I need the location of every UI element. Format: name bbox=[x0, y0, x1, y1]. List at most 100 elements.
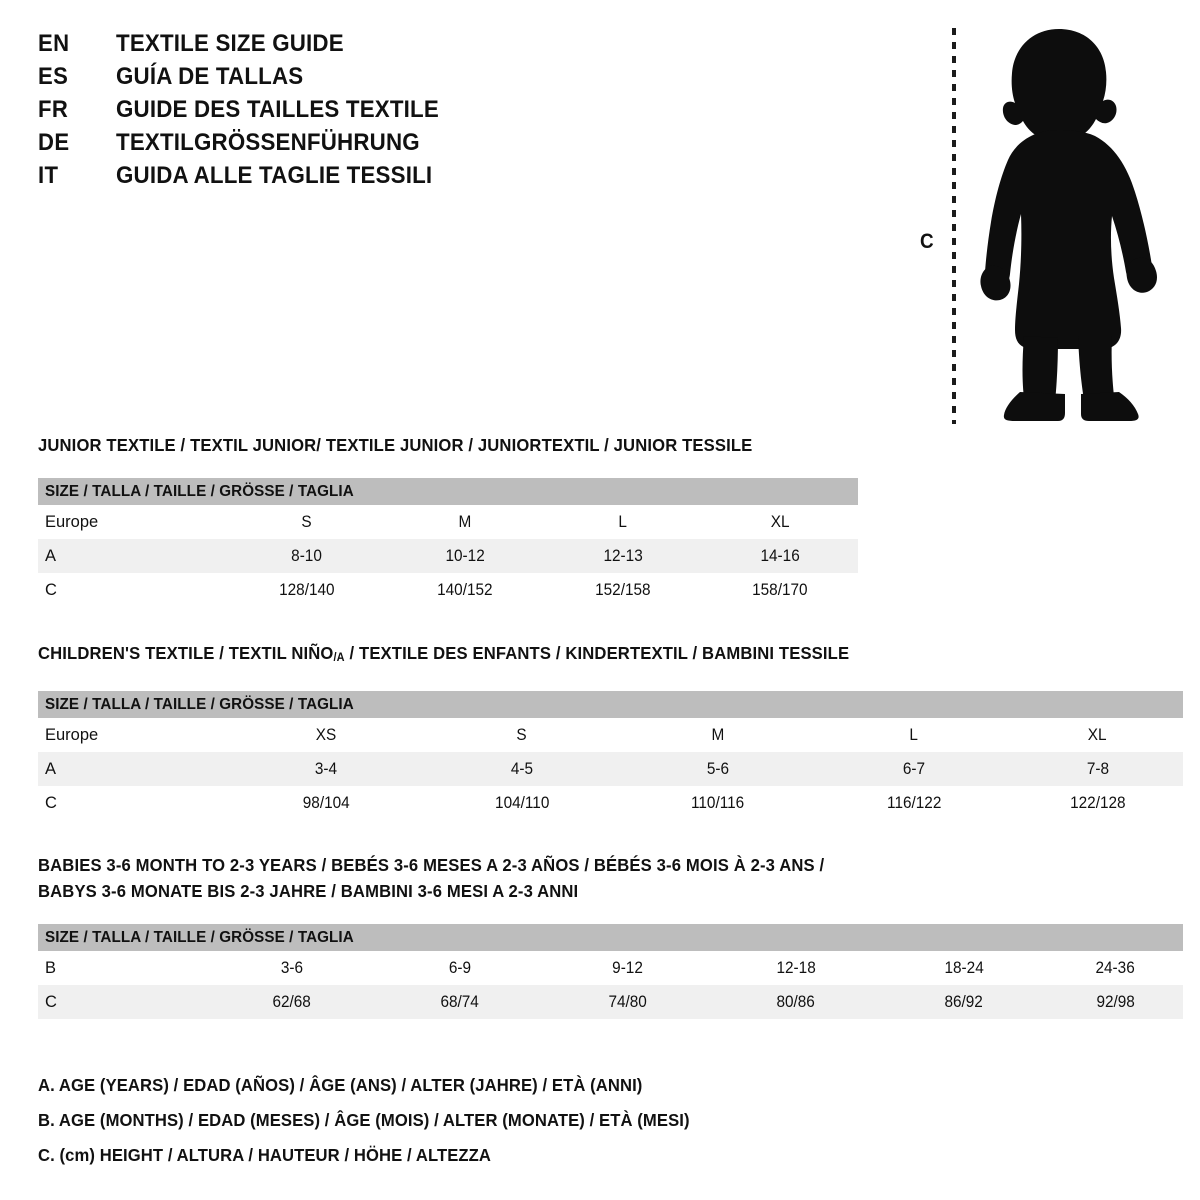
language-title-it: GUIDA ALLE TAGLIE TESSILI bbox=[116, 162, 433, 189]
babies-row-b-value-1: 6-9 bbox=[448, 958, 472, 977]
language-row-it: IT GUIDA ALLE TAGLIE TESSILI bbox=[38, 162, 638, 195]
babies-row-c-value-5: 92/98 bbox=[1096, 992, 1135, 1011]
babies-row-c-value-4: 86/92 bbox=[944, 992, 984, 1011]
children-size-table: Europe XS S M L XL A 3-4 4-5 5-6 6-7 7-8… bbox=[38, 718, 1183, 821]
babies-row-c-cell-1: 68/74 bbox=[376, 985, 544, 1019]
language-title-block: EN TEXTILE SIZE GUIDE ES GUÍA DE TALLAS … bbox=[38, 30, 638, 195]
babies-row-b-value-3: 12-18 bbox=[776, 958, 816, 977]
junior-size-s-text: S bbox=[301, 512, 313, 531]
children-size-m-text: M bbox=[711, 725, 725, 744]
children-row-c-value-4: 122/128 bbox=[1069, 793, 1126, 812]
language-title-es: GUÍA DE TALLAS bbox=[116, 63, 304, 90]
babies-row-c-cell-2: 74/80 bbox=[544, 985, 712, 1019]
junior-row-c-value-3: 158/170 bbox=[752, 580, 808, 599]
table-row: B 3-6 6-9 9-12 12-18 18-24 24-36 bbox=[38, 951, 1183, 985]
babies-row-b-label: B bbox=[38, 951, 208, 985]
junior-row-a-value-0: 8-10 bbox=[291, 546, 323, 565]
table-row: C 128/140 140/152 152/158 158/170 bbox=[38, 573, 858, 607]
children-heading-pre: CHILDREN'S TEXTILE / TEXTIL NIÑO bbox=[38, 643, 334, 663]
children-size-xl-text: XL bbox=[1088, 725, 1107, 744]
children-row-a-value-4: 7-8 bbox=[1086, 759, 1109, 778]
language-code-en: EN bbox=[38, 30, 70, 57]
junior-row-c-cell-1: 140/152 bbox=[386, 573, 544, 607]
junior-region-label: Europe bbox=[38, 505, 228, 539]
children-size-s-text: S bbox=[516, 725, 528, 744]
babies-section-heading-line1: BABIES 3-6 MONTH TO 2-3 YEARS / BEBÉS 3-… bbox=[38, 855, 825, 875]
junior-size-table: Europe S M L XL A 8-10 10-12 12-13 14-16… bbox=[38, 505, 858, 607]
babies-row-b-cell-4: 18-24 bbox=[880, 951, 1048, 985]
junior-row-a-value-2: 12-13 bbox=[603, 546, 643, 565]
babies-row-c-value-2: 74/80 bbox=[608, 992, 648, 1011]
babies-row-b-value-5: 24-36 bbox=[1095, 958, 1136, 977]
legend-line-b: B. AGE (MONTHS) / EDAD (MESES) / ÂGE (MO… bbox=[38, 1110, 690, 1130]
babies-row-b-value-2: 9-12 bbox=[612, 958, 644, 977]
children-row-a-value-3: 6-7 bbox=[902, 759, 926, 778]
children-row-c-value-0: 98/104 bbox=[302, 793, 350, 812]
language-code-it: IT bbox=[38, 162, 59, 189]
junior-row-c-cell-2: 152/158 bbox=[544, 573, 702, 607]
height-illustration: C bbox=[900, 12, 1190, 432]
height-label-c: C bbox=[920, 230, 934, 253]
children-row-a-value-2: 5-6 bbox=[706, 759, 730, 778]
junior-row-c-cell-0: 128/140 bbox=[228, 573, 386, 607]
language-row-es: ES GUÍA DE TALLAS bbox=[38, 63, 638, 96]
babies-row-c-value-0: 62/68 bbox=[272, 992, 312, 1011]
babies-row-c-cell-5: 92/98 bbox=[1048, 985, 1183, 1019]
children-row-a-value-0: 3-4 bbox=[314, 759, 338, 778]
children-row-c-value-2: 110/116 bbox=[691, 793, 745, 812]
junior-size-band-label: SIZE / TALLA / TAILLE / GRÖSSE / TAGLIA bbox=[45, 483, 354, 500]
children-header-row: Europe XS S M L XL bbox=[38, 718, 1183, 753]
junior-row-a-value-3: 14-16 bbox=[760, 546, 800, 565]
junior-size-l: L bbox=[544, 505, 702, 539]
children-row-c-cell-2: 110/116 bbox=[620, 786, 816, 821]
table-row: A 8-10 10-12 12-13 14-16 bbox=[38, 539, 858, 573]
children-row-a-cell-3: 6-7 bbox=[816, 752, 1012, 787]
junior-row-c-value-1: 140/152 bbox=[437, 580, 493, 599]
table-row: A 3-4 4-5 5-6 6-7 7-8 bbox=[38, 752, 1183, 787]
children-row-c-cell-4: 122/128 bbox=[1012, 786, 1183, 821]
junior-row-a-label: A bbox=[38, 539, 228, 573]
children-row-c-cell-0: 98/104 bbox=[228, 786, 424, 821]
language-row-de: DE TEXTILGRÖSSENFÜHRUNG bbox=[38, 129, 638, 162]
legend-line-c: C. (cm) HEIGHT / ALTURA / HAUTEUR / HÖHE… bbox=[38, 1145, 492, 1165]
babies-size-band-label: SIZE / TALLA / TAILLE / GRÖSSE / TAGLIA bbox=[45, 929, 354, 946]
children-size-l: L bbox=[816, 718, 1012, 753]
babies-size-table: B 3-6 6-9 9-12 12-18 18-24 24-36 C 62/68… bbox=[38, 951, 1183, 1019]
children-size-xs-text: XS bbox=[315, 725, 337, 744]
babies-row-b-cell-5: 24-36 bbox=[1048, 951, 1183, 985]
children-row-c-cell-1: 104/110 bbox=[424, 786, 620, 821]
babies-row-b-cell-3: 12-18 bbox=[712, 951, 880, 985]
junior-row-a-value-1: 10-12 bbox=[445, 546, 485, 565]
children-size-xs: XS bbox=[228, 718, 424, 753]
legend-line-a: A. AGE (YEARS) / EDAD (AÑOS) / ÂGE (ANS)… bbox=[38, 1075, 643, 1095]
children-row-a-label: A bbox=[38, 752, 228, 787]
language-title-en: TEXTILE SIZE GUIDE bbox=[116, 30, 344, 57]
babies-row-c-value-1: 68/74 bbox=[440, 992, 480, 1011]
children-size-xl: XL bbox=[1012, 718, 1183, 753]
junior-row-a-cell-3: 14-16 bbox=[702, 539, 858, 573]
children-size-l-text: L bbox=[909, 725, 919, 744]
children-size-m: M bbox=[620, 718, 816, 753]
children-size-band-label: SIZE / TALLA / TAILLE / GRÖSSE / TAGLIA bbox=[45, 696, 354, 714]
junior-section-heading: JUNIOR TEXTILE / TEXTIL JUNIOR/ TEXTILE … bbox=[38, 435, 753, 455]
section-childrens-textile: CHILDREN'S TEXTILE / TEXTIL NIÑO/A / TEX… bbox=[38, 640, 1183, 821]
children-row-c-cell-3: 116/122 bbox=[816, 786, 1012, 821]
language-code-fr: FR bbox=[38, 96, 69, 123]
babies-row-c-value-3: 80/86 bbox=[776, 992, 816, 1011]
babies-row-b-cell-0: 3-6 bbox=[208, 951, 376, 985]
junior-row-c-value-0: 128/140 bbox=[279, 580, 335, 599]
children-row-c-value-3: 116/122 bbox=[886, 793, 942, 812]
children-heading-sup: /A bbox=[333, 652, 345, 665]
children-row-a-cell-4: 7-8 bbox=[1012, 752, 1183, 787]
language-code-de: DE bbox=[38, 129, 70, 156]
section-babies-textile: BABIES 3-6 MONTH TO 2-3 YEARS / BEBÉS 3-… bbox=[38, 852, 1183, 1019]
children-row-c-value-1: 104/110 bbox=[494, 793, 550, 812]
language-title-fr: GUIDE DES TAILLES TEXTILE bbox=[116, 96, 439, 123]
babies-section-heading-line2: BABYS 3-6 MONATE BIS 2-3 JAHRE / BAMBINI… bbox=[38, 881, 579, 901]
children-row-c-label: C bbox=[38, 786, 228, 821]
language-row-en: EN TEXTILE SIZE GUIDE bbox=[38, 30, 638, 63]
babies-row-c-cell-4: 86/92 bbox=[880, 985, 1048, 1019]
junior-header-row: Europe S M L XL bbox=[38, 505, 858, 539]
section-junior-textile: JUNIOR TEXTILE / TEXTIL JUNIOR/ TEXTILE … bbox=[38, 432, 858, 607]
babies-row-c-label: C bbox=[38, 985, 208, 1019]
